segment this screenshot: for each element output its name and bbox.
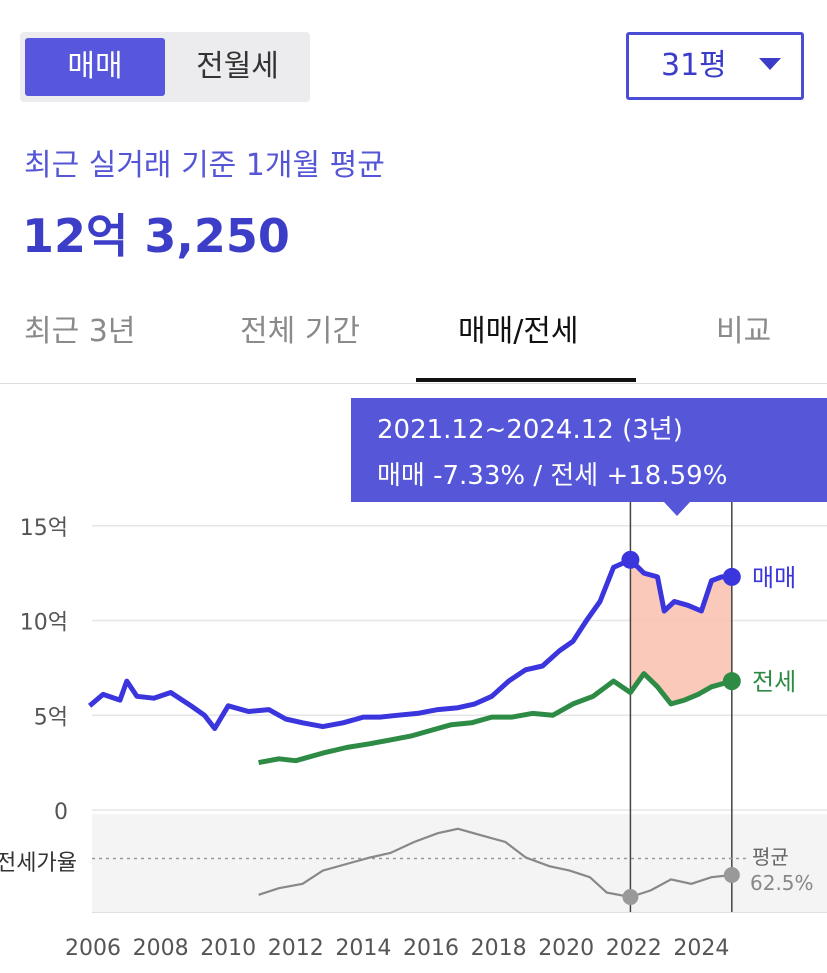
jeonse-series-label: 전세 (752, 668, 796, 696)
caret-down-icon (759, 58, 781, 70)
price-basis-label: 최근 실거래 기준 1개월 평균 (24, 148, 385, 183)
range-tooltip: 2021.12~2024.12 (3년) 매매 -7.33% / 전세 +18.… (351, 398, 827, 516)
size-dropdown[interactable]: 31평 (626, 32, 804, 100)
series-markers (621, 550, 741, 905)
tab-compare[interactable]: 비교 (716, 314, 772, 349)
range-gap-area (630, 559, 732, 704)
x-tick-label: 2012 (268, 936, 324, 961)
series-lines (87, 557, 748, 899)
size-dropdown-value: 31평 (661, 48, 727, 83)
tab-recent-3-years[interactable]: 최근 3년 (24, 314, 136, 349)
tooltip-box (351, 398, 827, 502)
selected-range (629, 502, 733, 912)
average-price: 12억 3,250 (22, 209, 290, 263)
ratio-axis-label: 전세가율 (0, 851, 77, 876)
axis-labels: 0 5억 10억 15억 2006 2008 2010 2012 2014 2016 2018 202… (0, 516, 814, 961)
ratio-start-marker (622, 889, 639, 905)
tab-divider (0, 383, 827, 384)
x-tick-label: 2014 (335, 936, 391, 961)
tooltip-change: 매매 -7.33% / 전세 +18.59% (377, 461, 727, 491)
ratio-end-marker (723, 867, 740, 883)
x-tick-label: 2018 (471, 936, 527, 961)
x-tick-label: 2016 (403, 936, 459, 961)
x-tick-label: 2008 (133, 936, 189, 961)
y-tick-label: 10억 (20, 611, 68, 636)
ratio-average-label: 평균 (752, 845, 789, 869)
jeonse-end-marker (722, 672, 741, 691)
sale-end-marker (722, 567, 741, 586)
x-tick-label: 2010 (200, 936, 256, 961)
x-tick-label: 2020 (538, 936, 594, 961)
trade-type-toggle: 매매 전월세 (20, 32, 310, 102)
tab-sale-jeonse[interactable]: 매매/전세 (458, 314, 579, 349)
sale-toggle-button[interactable]: 매매 (25, 38, 165, 96)
sale-series-label: 매매 (752, 564, 796, 592)
x-tick-label: 2024 (673, 936, 729, 961)
sale-start-marker (621, 550, 640, 569)
tab-entire-period[interactable]: 전체 기간 (240, 314, 360, 349)
y-tick-label: 15억 (20, 516, 68, 541)
rent-toggle-button[interactable]: 전월세 (196, 49, 279, 84)
sale-line (87, 557, 732, 731)
jeonse-line (258, 671, 733, 766)
x-tick-label: 2006 (65, 936, 121, 961)
active-tab-indicator (416, 378, 636, 382)
tooltip-period: 2021.12~2024.12 (3년) (377, 415, 683, 445)
y-tick-label: 0 (54, 800, 68, 825)
ratio-line (258, 827, 732, 899)
ratio-average-value: 62.5% (750, 871, 814, 895)
tooltip-pointer (664, 502, 690, 516)
y-tick-label: 5억 (34, 705, 68, 730)
x-tick-label: 2022 (606, 936, 662, 961)
